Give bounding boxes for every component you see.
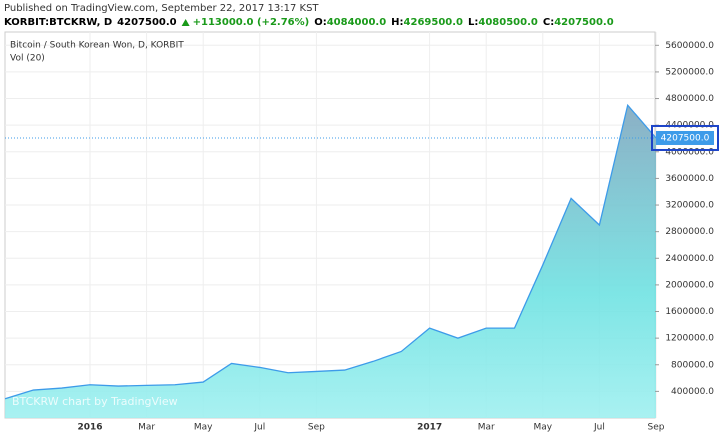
change: +113000.0 (+2.76%) [193, 17, 310, 28]
y-tick-label: 4000000.0 [665, 147, 714, 157]
x-tick-label: Mar [478, 423, 495, 433]
last-price: 4207500.0 [117, 17, 177, 28]
ohlc-key: C: [543, 17, 554, 28]
last-price-box [651, 124, 719, 151]
x-tick-label: Mar [138, 423, 155, 433]
ohlc-key: H: [391, 17, 403, 28]
ohlc-key: L: [468, 17, 478, 28]
x-tick-label: May [533, 423, 552, 433]
y-tick-label: 5200000.0 [665, 67, 714, 77]
x-tick-label: Jul [593, 423, 605, 433]
y-tick-label: 4800000.0 [665, 94, 714, 104]
chart-title: Bitcoin / South Korean Won, D, KORBIT [10, 41, 184, 51]
up-arrow [181, 19, 190, 26]
ohlc-value: 4080500.0 [478, 17, 538, 28]
x-tick-label: Sep [308, 423, 325, 433]
y-tick-label: 5600000.0 [665, 41, 714, 51]
x-tick-label: Sep [648, 423, 665, 433]
y-tick-label: 2000000.0 [665, 280, 714, 290]
x-tick-label: Jul [253, 423, 265, 433]
x-tick-label: 2017 [417, 423, 442, 433]
ohlc-value: 4084000.0 [327, 17, 387, 28]
x-tick-label: May [194, 423, 213, 433]
x-tick-label: 2016 [77, 423, 102, 433]
area [5, 105, 657, 418]
y-tick-label: 2800000.0 [665, 227, 714, 237]
y-tick-label: 2400000.0 [665, 254, 714, 264]
volume-label: Vol (20) [10, 54, 45, 64]
ohlc-value: 4269500.0 [404, 17, 464, 28]
quote-line: KORBIT:BTCKRW, D 4207500.0 +113000.0 (+2.7… [4, 17, 614, 28]
symbol: KORBIT:BTCKRW, D [4, 17, 112, 28]
last-price-tag [656, 130, 714, 145]
y-tick-label: 400000.0 [671, 387, 714, 397]
y-tick-label: 3600000.0 [665, 174, 714, 184]
y-tick-label: 1600000.0 [665, 307, 714, 317]
published: Published on TradingView.com, September … [4, 3, 319, 14]
watermark: BTCKRW chart by TradingView [12, 395, 178, 408]
y-tick-label: 1200000.0 [665, 334, 714, 344]
y-tick-label: 800000.0 [671, 360, 714, 370]
ohlc-value: 4207500.0 [554, 17, 614, 28]
y-tick-label: 3200000.0 [665, 201, 714, 211]
plot [4, 32, 657, 418]
last-price-label: 4207500.0 [661, 133, 710, 143]
price-line [4, 103, 657, 400]
ohlc-key: O: [314, 17, 327, 28]
